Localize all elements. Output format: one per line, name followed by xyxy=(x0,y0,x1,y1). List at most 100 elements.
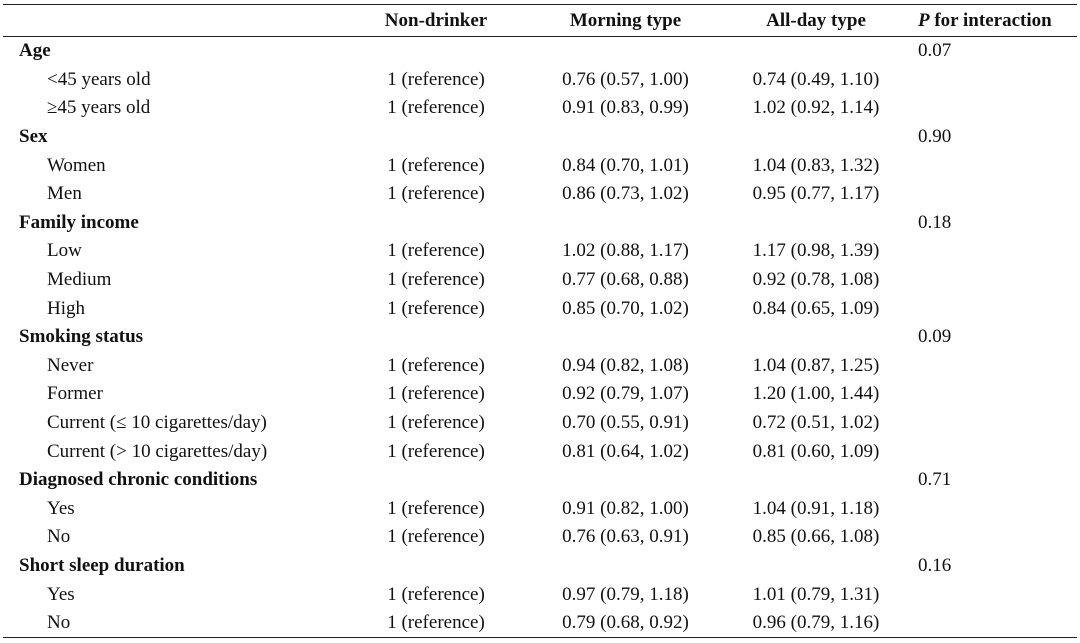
table-row: Current (> 10 cigarettes/day) 1 (referenc… xyxy=(3,437,1077,466)
empty-cell xyxy=(908,180,1077,209)
all-day-type-value: 0.85 (0.66, 1.08) xyxy=(752,526,880,548)
group-label: Short sleep duration xyxy=(19,554,185,576)
all-day-type-value: 1.04 (0.91, 1.18) xyxy=(752,497,880,519)
non-drinker-value: 1 (reference) xyxy=(387,440,485,462)
morning-type-value: 0.97 (0.79, 1.18) xyxy=(562,583,689,605)
morning-type-value: 0.76 (0.57, 1.00) xyxy=(562,68,689,90)
results-table: Non-drinker Morning type All-day type P … xyxy=(3,4,1077,639)
non-drinker-value: 1 (reference) xyxy=(387,412,485,434)
all-day-type-value: 0.72 (0.51, 1.02) xyxy=(752,412,880,434)
row-label: No xyxy=(47,526,71,548)
p-interaction-value: 0.09 xyxy=(918,326,952,348)
table-row: Former 1 (reference) 0.92 (0.79, 1.07) 1.20… xyxy=(3,380,1077,409)
all-day-type-value: 0.95 (0.77, 1.17) xyxy=(752,183,880,205)
group-label: Smoking status xyxy=(19,326,144,348)
morning-type-value: 0.84 (0.70, 1.01) xyxy=(562,154,689,176)
empty-cell xyxy=(908,94,1077,123)
empty-cell xyxy=(724,37,908,66)
table-row: Yes 1 (reference) 0.91 (0.82, 1.00) 1.04 (0… xyxy=(3,495,1077,524)
table-row: <45 years old 1 (reference) 0.76 (0.57, 1.… xyxy=(3,66,1077,95)
header-p-label: for interaction xyxy=(934,9,1052,31)
header-row: Non-drinker Morning type All-day type P … xyxy=(3,4,1077,37)
group-label: Sex xyxy=(19,126,48,148)
header-morning-type: Morning type xyxy=(527,4,724,37)
table-row: Medium 1 (reference) 0.77 (0.68, 0.88) 0.92… xyxy=(3,266,1077,295)
morning-type-value: 0.94 (0.82, 1.08) xyxy=(562,354,689,376)
non-drinker-value: 1 (reference) xyxy=(387,154,485,176)
empty-cell xyxy=(527,323,724,352)
p-interaction-value: 0.90 xyxy=(918,126,952,148)
empty-cell xyxy=(345,209,527,238)
p-interaction-value: 0.18 xyxy=(918,211,952,233)
empty-cell xyxy=(724,123,908,152)
all-day-type-value: 0.96 (0.79, 1.16) xyxy=(724,608,908,639)
non-drinker-value: 1 (reference) xyxy=(387,526,485,548)
empty-cell xyxy=(724,552,908,581)
header-non-drinker: Non-drinker xyxy=(345,4,527,37)
table-row: Yes 1 (reference) 0.97 (0.79, 1.18) 1.01 (0… xyxy=(3,580,1077,609)
morning-type-value: 0.86 (0.73, 1.02) xyxy=(562,183,689,205)
p-interaction-value: 0.71 xyxy=(918,469,952,491)
all-day-type-value: 0.84 (0.65, 1.09) xyxy=(752,297,880,319)
morning-type-value: 0.85 (0.70, 1.02) xyxy=(562,297,689,319)
morning-type-value: 0.70 (0.55, 0.91) xyxy=(562,412,689,434)
group-label: Age xyxy=(19,40,51,62)
empty-cell xyxy=(345,466,527,495)
table-body: Age 0.07 <45 years old 1 (reference) 0.76 (0… xyxy=(3,37,1077,639)
non-drinker-value: 1 (reference) xyxy=(387,383,485,405)
empty-cell xyxy=(345,552,527,581)
table-row: Current (≤ 10 cigarettes/day) 1 (referenc… xyxy=(3,409,1077,438)
empty-cell xyxy=(908,523,1077,552)
non-drinker-value: 1 (reference) xyxy=(387,497,485,519)
all-day-type-value: 0.74 (0.49, 1.10) xyxy=(752,68,880,90)
table-row: Women 1 (reference) 0.84 (0.70, 1.01) 1.04 … xyxy=(3,151,1077,180)
non-drinker-value: 1 (reference) xyxy=(387,68,485,90)
p-interaction-value: 0.16 xyxy=(918,554,952,576)
all-day-type-value: 1.01 (0.79, 1.31) xyxy=(752,583,880,605)
morning-type-value: 1.02 (0.88, 1.17) xyxy=(562,240,689,262)
row-label: High xyxy=(47,297,85,319)
header-p-interaction: P for interaction xyxy=(908,4,1077,37)
morning-type-value: 0.77 (0.68, 0.88) xyxy=(562,269,689,291)
morning-type-value: 0.76 (0.63, 0.91) xyxy=(562,526,689,548)
empty-cell xyxy=(345,123,527,152)
row-label: Never xyxy=(47,354,94,376)
group-row: Smoking status 0.09 xyxy=(3,323,1077,352)
row-label: Yes xyxy=(47,583,75,605)
empty-cell xyxy=(908,237,1077,266)
row-label: Yes xyxy=(47,497,75,519)
non-drinker-value: 1 (reference) xyxy=(387,354,485,376)
non-drinker-value: 1 (reference) xyxy=(345,608,527,639)
table-row: ≥45 years old 1 (reference) 0.91 (0.83, 0.… xyxy=(3,94,1077,123)
p-interaction-value: 0.07 xyxy=(918,40,952,62)
empty-cell xyxy=(908,151,1077,180)
empty-cell xyxy=(908,266,1077,295)
non-drinker-value: 1 (reference) xyxy=(387,240,485,262)
table-header: Non-drinker Morning type All-day type P … xyxy=(3,4,1077,37)
all-day-type-value: 1.20 (1.00, 1.44) xyxy=(752,383,880,405)
non-drinker-value: 1 (reference) xyxy=(387,183,485,205)
all-day-type-value: 1.17 (0.98, 1.39) xyxy=(752,240,880,262)
row-label: <45 years old xyxy=(47,68,151,90)
empty-cell xyxy=(527,37,724,66)
empty-cell xyxy=(527,123,724,152)
group-row: Age 0.07 xyxy=(3,37,1077,66)
empty-cell xyxy=(908,409,1077,438)
empty-cell xyxy=(908,380,1077,409)
table-container: Non-drinker Morning type All-day type P … xyxy=(3,0,1077,639)
empty-cell xyxy=(908,294,1077,323)
morning-type-value: 0.92 (0.79, 1.07) xyxy=(562,383,689,405)
group-label: Family income xyxy=(19,211,139,233)
row-label: No xyxy=(3,608,345,639)
all-day-type-value: 1.02 (0.92, 1.14) xyxy=(752,97,880,119)
table-row: High 1 (reference) 0.85 (0.70, 1.02) 0.84 (… xyxy=(3,294,1077,323)
table-row: Low 1 (reference) 1.02 (0.88, 1.17) 1.17 (0… xyxy=(3,237,1077,266)
row-label: Men xyxy=(47,183,82,205)
empty-cell xyxy=(908,495,1077,524)
non-drinker-value: 1 (reference) xyxy=(387,297,485,319)
empty-cell xyxy=(908,66,1077,95)
empty-cell xyxy=(724,323,908,352)
empty-cell xyxy=(724,466,908,495)
non-drinker-value: 1 (reference) xyxy=(387,269,485,291)
header-all-day-type: All-day type xyxy=(724,4,908,37)
